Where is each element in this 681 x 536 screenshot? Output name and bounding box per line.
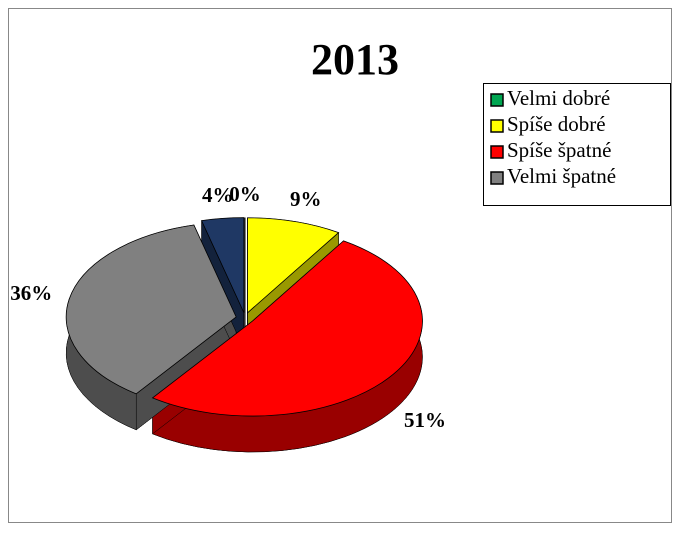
data-label: 4%: [202, 183, 234, 207]
legend-swatch: [490, 145, 504, 159]
slice: [247, 217, 340, 314]
legend-swatch: [490, 93, 504, 107]
data-label: 51%: [404, 408, 446, 432]
legend-swatch: [490, 171, 504, 185]
legend-label: Velmi špatné: [507, 164, 616, 188]
slice: [151, 240, 423, 417]
data-label: 0%: [229, 182, 261, 206]
legend-box: [483, 83, 671, 206]
legend-label: Spíše dobré: [507, 112, 606, 136]
data-label: 9%: [290, 187, 322, 211]
slice: [65, 224, 237, 395]
slice: [201, 217, 245, 313]
chart-title: 2013: [311, 35, 399, 84]
data-label: 36%: [10, 281, 52, 305]
pie: 0% 9% 51% 36% 4%: [10, 182, 446, 453]
legend-label: Velmi dobré: [507, 86, 610, 110]
legend-swatch: [490, 119, 504, 133]
legend-label: Spíše špatné: [507, 138, 611, 162]
